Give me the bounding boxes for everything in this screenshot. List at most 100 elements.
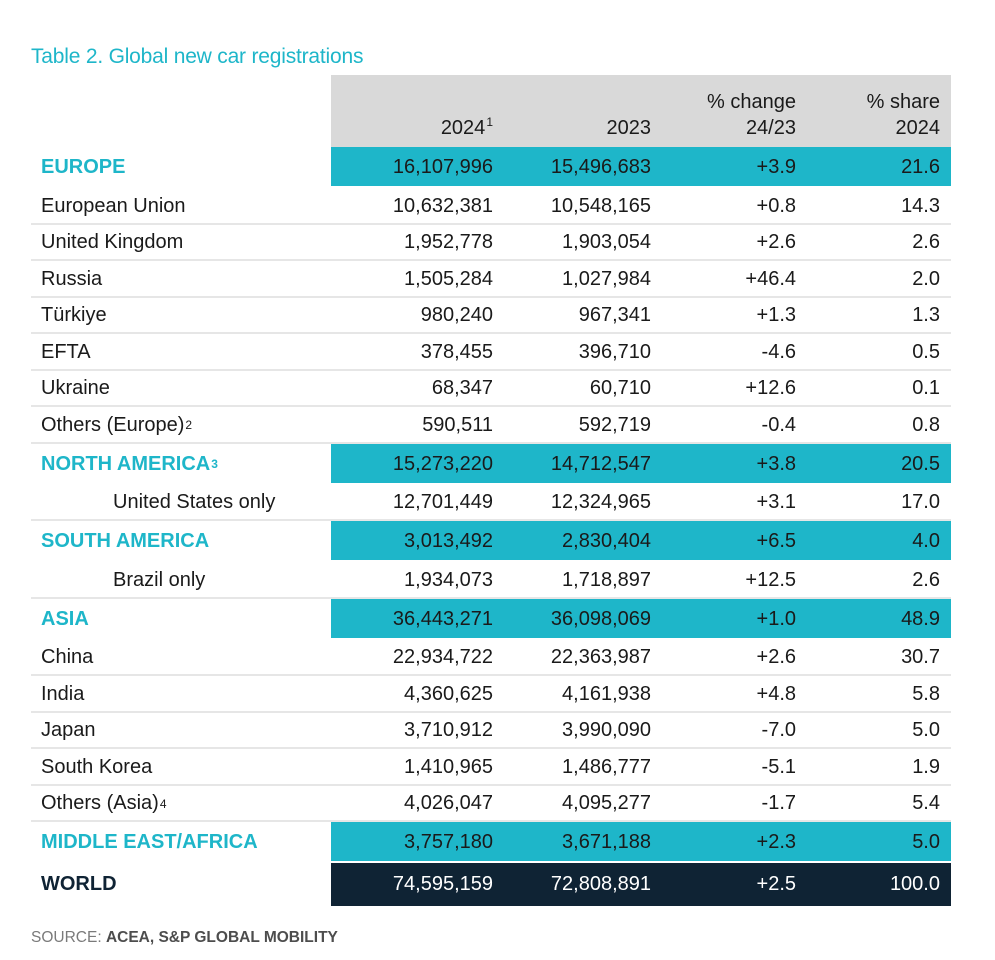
value-share: 2.6 bbox=[912, 231, 940, 254]
row-divider bbox=[31, 560, 951, 562]
row-divider bbox=[31, 186, 951, 188]
row-divider bbox=[31, 441, 951, 444]
value-change: +3.8 bbox=[756, 452, 796, 475]
table-row: Others (Europe) 2 590,511 592,719 -0.4 0.8 bbox=[31, 407, 951, 444]
value-change: +6.5 bbox=[756, 530, 796, 552]
value-2023: 1,718,897 bbox=[562, 568, 651, 591]
value-change: +2.6 bbox=[756, 646, 796, 669]
region-row: MIDDLE EAST/AFRICA 3,757,180 3,671,188 +2.3… bbox=[31, 822, 951, 863]
value-share: 20.5 bbox=[901, 452, 940, 475]
value-2023: 22,363,987 bbox=[550, 646, 651, 669]
value-2024: 36,443,271 bbox=[392, 607, 493, 630]
value-share: 1.9 bbox=[912, 755, 940, 778]
row-label: Japan bbox=[41, 719, 96, 742]
row-divider bbox=[31, 222, 951, 225]
value-2023: 1,027,984 bbox=[562, 267, 651, 290]
value-2023: 14,712,547 bbox=[550, 452, 651, 475]
value-2024: 68,347 bbox=[431, 377, 493, 400]
value-2024: 4,026,047 bbox=[404, 792, 493, 815]
value-change: +12.5 bbox=[745, 568, 796, 591]
value-share: 2.0 bbox=[912, 267, 940, 290]
value-change: +0.8 bbox=[756, 194, 796, 217]
header-2023: 2023 bbox=[606, 117, 652, 139]
table-row: South Korea 1,410,965 1,486,777 -5.1 1.9 bbox=[31, 749, 951, 786]
value-change: -1.7 bbox=[761, 792, 796, 815]
value-2024: 15,273,220 bbox=[392, 452, 493, 475]
row-highlight bbox=[331, 521, 951, 562]
value-2023: 12,324,965 bbox=[550, 491, 651, 514]
row-label: EUROPE bbox=[41, 156, 126, 178]
row-highlight bbox=[331, 598, 951, 640]
table-row: China 22,934,722 22,363,987 +2.6 30.7 bbox=[31, 640, 951, 676]
value-change: +3.9 bbox=[756, 156, 796, 178]
row-label: India bbox=[41, 682, 85, 705]
region-row: SOUTH AMERICA 3,013,492 2,830,404 +6.5 4.0 bbox=[31, 521, 951, 562]
row-label: Türkiye bbox=[41, 304, 107, 327]
value-share: 14.3 bbox=[901, 194, 940, 217]
value-change: -4.6 bbox=[761, 340, 796, 363]
row-divider bbox=[31, 861, 951, 863]
value-share: 30.7 bbox=[901, 646, 940, 669]
table-title: Table 2. Global new car registrations bbox=[31, 45, 364, 68]
world-row: WORLD 74,595,159 72,808,891 +2.5 100.0 bbox=[31, 863, 951, 906]
row-label: United Kingdom bbox=[41, 231, 184, 254]
value-2024: 12,701,449 bbox=[392, 491, 493, 514]
value-change: +2.5 bbox=[756, 873, 796, 895]
table-row: Others (Asia) 4 4,026,047 4,095,277 -1.7 5.4 bbox=[31, 786, 951, 822]
row-label: United States only bbox=[113, 491, 276, 514]
value-2023: 3,671,188 bbox=[562, 831, 651, 853]
row-divider bbox=[31, 747, 951, 749]
row-divider bbox=[31, 482, 951, 485]
row-highlight bbox=[331, 443, 951, 485]
value-2024: 590,511 bbox=[422, 413, 493, 436]
value-2023: 36,098,069 bbox=[550, 607, 651, 630]
row-label: WORLD bbox=[41, 873, 117, 895]
value-share: 5.8 bbox=[912, 682, 940, 705]
value-2023: 15,496,683 bbox=[550, 156, 651, 178]
row-divider bbox=[31, 637, 951, 640]
value-share: 0.5 bbox=[912, 340, 940, 363]
value-change: +3.1 bbox=[756, 491, 796, 514]
row-divider bbox=[31, 519, 951, 521]
row-divider bbox=[31, 368, 951, 371]
table-row: Türkiye 980,240 967,341 +1.3 1.3 bbox=[31, 298, 951, 334]
row-label: Russia bbox=[41, 267, 103, 290]
row-divider bbox=[31, 783, 951, 786]
value-2024: 10,632,381 bbox=[392, 194, 493, 217]
header-2024: 20241 bbox=[440, 115, 493, 139]
table-row: United States only 12,701,449 12,324,965 +3… bbox=[31, 485, 951, 521]
table-row: EFTA 378,455 396,710 -4.6 0.5 bbox=[31, 334, 951, 371]
value-2024: 980,240 bbox=[420, 304, 493, 327]
table-body: EUROPE 16,107,996 15,496,683 +3.9 21.6 Europe… bbox=[31, 147, 951, 906]
value-2023: 72,808,891 bbox=[550, 873, 651, 895]
row-label: Brazil only bbox=[113, 568, 206, 591]
row-label: Others (Europe) 2 bbox=[41, 413, 193, 436]
row-divider bbox=[31, 259, 951, 261]
value-share: 21.6 bbox=[901, 156, 940, 178]
value-2023: 4,095,277 bbox=[562, 792, 651, 815]
value-2023: 592,719 bbox=[578, 413, 651, 436]
value-2024: 3,013,492 bbox=[404, 530, 493, 552]
registrations-table: 20241 2023 % change 24/23 % share 2024 EUR… bbox=[31, 75, 951, 906]
value-share: 17.0 bbox=[901, 491, 940, 514]
value-2023: 2,830,404 bbox=[562, 530, 651, 552]
row-label: ASIA bbox=[41, 607, 89, 630]
source-note: SOURCE: ACEA, S&P GLOBAL MOBILITY bbox=[31, 929, 338, 946]
value-share: 48.9 bbox=[901, 607, 940, 630]
table-row: Brazil only 1,934,073 1,718,897 +12.5 2.6 bbox=[31, 562, 951, 599]
value-share: 1.3 bbox=[912, 304, 940, 327]
row-label: South Korea bbox=[41, 755, 153, 778]
value-2024: 22,934,722 bbox=[392, 646, 493, 669]
header-change: % change 24/23 bbox=[707, 91, 796, 139]
header-background bbox=[331, 75, 951, 147]
table-row: Japan 3,710,912 3,990,090 -7.0 5.0 bbox=[31, 713, 951, 749]
row-label: China bbox=[41, 646, 94, 669]
value-2024: 1,410,965 bbox=[404, 755, 493, 778]
row-label: Ukraine bbox=[41, 377, 110, 400]
value-2024: 74,595,159 bbox=[392, 873, 493, 895]
value-share: 5.4 bbox=[912, 792, 940, 815]
table-row: United Kingdom 1,952,778 1,903,054 +2.6 2.6 bbox=[31, 225, 951, 261]
value-change: +4.8 bbox=[756, 682, 796, 705]
table-header: 20241 2023 % change 24/23 % share 2024 bbox=[31, 75, 951, 147]
value-share: 0.1 bbox=[912, 377, 940, 400]
